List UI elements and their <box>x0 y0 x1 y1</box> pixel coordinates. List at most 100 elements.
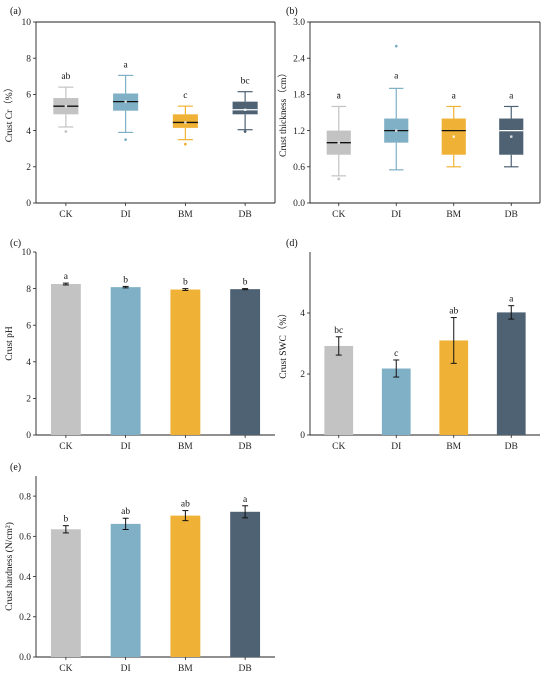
significance-letter: b <box>243 278 248 288</box>
y-tick-label: 4 <box>26 358 31 368</box>
significance-letter: a <box>124 60 129 70</box>
panel-c: (c) Crust pH 0 2 4 6 8 10 CK DI BM DB a b b b <box>5 238 275 452</box>
x-tick-label: CK <box>59 210 72 220</box>
y-tick-label: 6 <box>26 321 31 331</box>
significance-letter: b <box>183 278 188 288</box>
y-tick-label: 1.2 <box>293 127 305 137</box>
significance-letter: a <box>394 71 399 81</box>
y-axis-label: Crust thickness（cm） <box>277 68 289 157</box>
y-tick-label: 0 <box>300 431 305 441</box>
y-tick-label: 0 <box>26 199 31 209</box>
bar <box>110 287 141 435</box>
significance-letter: b <box>64 515 69 525</box>
bar <box>381 368 411 435</box>
significance-letter: bc <box>241 77 250 87</box>
y-tick-label: 0.2 <box>19 613 31 623</box>
x-tick-label: BM <box>178 442 193 452</box>
y-tick-label: 2 <box>26 163 31 173</box>
bar <box>230 511 261 657</box>
y-axis-label: Crust SWC（%） <box>277 308 289 378</box>
y-axis-label: Crust pH <box>5 326 15 361</box>
bar <box>170 515 201 657</box>
significance-letter: ab <box>61 72 70 82</box>
x-tick-label: DI <box>391 442 401 452</box>
significance-letter: a <box>509 295 514 305</box>
significance-letter: bc <box>334 326 343 336</box>
mean-marker <box>510 135 513 138</box>
outlier-point <box>183 142 187 146</box>
y-tick-label: 8 <box>26 285 31 295</box>
bar <box>110 523 141 657</box>
bar <box>230 289 261 435</box>
mean-marker <box>64 104 68 108</box>
mean-marker <box>337 141 340 144</box>
y-tick-label: 10 <box>22 248 32 258</box>
x-tick-label: DI <box>121 442 131 452</box>
y-tick-label: 0.0 <box>293 199 305 209</box>
significance-letter: ab <box>121 507 130 517</box>
panel-a: (a) Crust Cr（%） 0 2 4 6 8 10 CK DI BM DB ab a c bc <box>3 6 276 220</box>
significance-letter: ab <box>449 307 458 317</box>
box <box>232 101 258 115</box>
x-tick-label: BM <box>178 664 193 674</box>
y-tick-label: 2 <box>300 370 305 380</box>
y-tick-label: 0.6 <box>293 163 305 173</box>
x-tick-label: CK <box>59 664 72 674</box>
x-tick-label: DB <box>239 442 252 452</box>
outlier-point <box>64 130 68 133</box>
outlier-point <box>394 44 398 48</box>
y-tick-label: 4 <box>300 309 305 319</box>
y-tick-label: 0.6 <box>19 533 31 543</box>
outlier-point <box>124 138 128 142</box>
bar <box>324 345 354 435</box>
significance-letter: a <box>452 91 457 101</box>
x-tick-label: DI <box>121 664 131 674</box>
y-tick-label: 0.4 <box>19 573 31 583</box>
bar <box>50 529 81 657</box>
y-axis-label: Crust hardness (N/cm²) <box>4 522 15 611</box>
y-tick-label: 0.0 <box>19 653 31 663</box>
y-tick-label: 2 <box>26 395 31 405</box>
significance-letter: c <box>394 349 398 359</box>
outlier-point <box>243 130 247 133</box>
x-tick-label: BM <box>446 210 461 220</box>
mean-marker <box>184 121 187 124</box>
bar <box>496 312 526 435</box>
significance-letter: a <box>64 272 69 282</box>
y-tick-label: 10 <box>22 18 32 28</box>
panel-e: (e) Crust hardness (N/cm²) 0.0 0.2 0.4 0.6 0.8… <box>4 462 275 674</box>
panel-label: (d) <box>286 238 298 249</box>
x-tick-label: CK <box>59 442 72 452</box>
bar <box>170 289 201 435</box>
y-tick-label: 6 <box>26 91 31 101</box>
x-tick-label: DB <box>239 210 252 220</box>
y-tick-label: 3.0 <box>293 18 305 28</box>
panel-b: (b) Crust thickness（cm） 0.0 0.6 1.2 1.8 2.4 3.0… <box>277 6 541 220</box>
x-tick-label: DB <box>505 442 518 452</box>
x-tick-label: CK <box>332 210 345 220</box>
y-tick-label: 0.8 <box>19 492 31 502</box>
y-tick-label: 0 <box>26 431 31 441</box>
significance-letter: a <box>243 495 248 505</box>
x-tick-label: BM <box>446 442 461 452</box>
x-tick-label: BM <box>178 210 193 220</box>
panel-label: (b) <box>286 6 298 17</box>
panel-d: (d) Crust SWC（%） 0 2 4 CK DI BM DB bc c ab a <box>277 238 540 452</box>
mean-marker <box>452 135 455 138</box>
x-tick-label: CK <box>332 442 345 452</box>
y-axis-label: Crust Cr（%） <box>3 83 15 142</box>
y-tick-label: 2.4 <box>293 54 305 64</box>
outlier-point <box>337 177 341 181</box>
y-tick-label: 4 <box>26 127 31 137</box>
significance-letter: ab <box>181 500 190 510</box>
mean-marker <box>395 129 398 132</box>
significance-letter: a <box>337 91 342 101</box>
panel-label: (e) <box>10 462 21 473</box>
x-tick-label: DI <box>121 210 131 220</box>
outlier-point <box>337 93 341 96</box>
mean-marker <box>124 100 127 103</box>
significance-letter: a <box>509 91 514 101</box>
panel-label: (c) <box>10 238 21 249</box>
significance-letter: b <box>123 275 128 285</box>
